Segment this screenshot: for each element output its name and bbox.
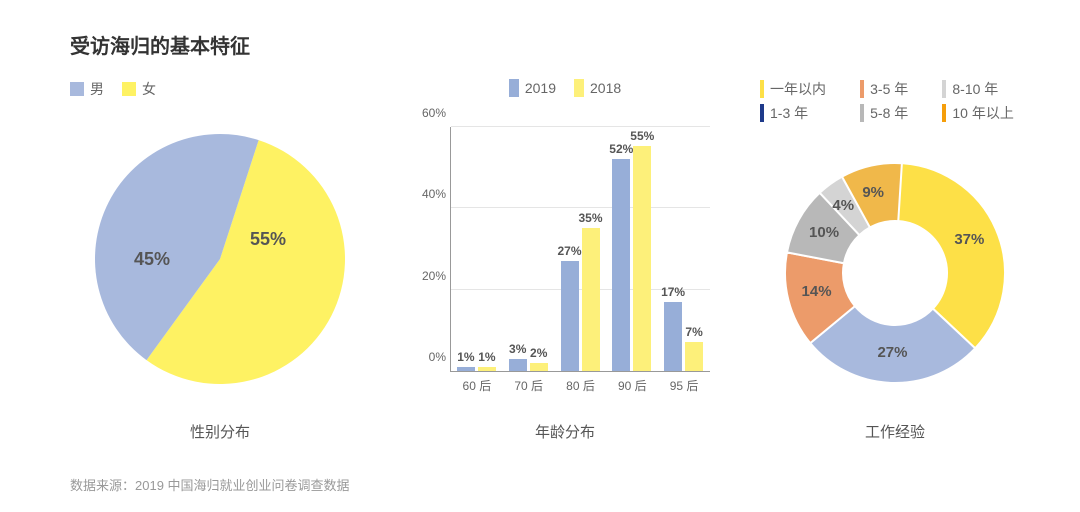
legend-item: 男 xyxy=(70,79,104,99)
x-tick: 95 后 xyxy=(670,377,699,394)
x-tick: 60 后 xyxy=(463,377,492,394)
bar-group: 17%7% xyxy=(664,302,703,371)
bar: 1% xyxy=(457,367,475,371)
gender-panel: 男女 45% 55% 性别分布 xyxy=(70,79,370,442)
y-tick: 0% xyxy=(429,350,446,364)
donut-label: 9% xyxy=(862,184,884,201)
pie-label-male: 45% xyxy=(134,249,170,270)
donut-label: 10% xyxy=(809,224,839,241)
pie-label-female: 55% xyxy=(250,229,286,250)
gender-caption: 性别分布 xyxy=(70,421,370,442)
bar-value: 52% xyxy=(609,142,633,156)
bar: 55% xyxy=(633,146,651,371)
x-tick: 80 后 xyxy=(566,377,595,394)
exp-legend: 一年以内 3-5 年 8-10 年 1-3 年 5-8 年 10 年以上 xyxy=(760,79,1030,123)
bar: 52% xyxy=(612,159,630,371)
bar-value: 3% xyxy=(509,342,526,356)
data-source: 数据来源：2019 中国海归就业创业问卷调查数据 xyxy=(70,475,350,494)
bar-group: 27%35% xyxy=(561,228,600,371)
bar-value: 1% xyxy=(457,350,474,364)
donut-label: 4% xyxy=(832,197,854,214)
gender-pie: 45% 55% xyxy=(80,119,360,399)
legend-item: 2018 xyxy=(574,79,621,97)
x-tick: 70 后 xyxy=(514,377,543,394)
bar: 3% xyxy=(509,359,527,371)
legend-item: 一年以内 xyxy=(760,79,842,99)
exp-donut: 37% 27% 14% 10% 4% 9% xyxy=(765,143,1025,403)
legend-item: 1-3 年 xyxy=(760,103,842,123)
y-tick: 60% xyxy=(422,106,446,120)
legend-item: 8-10 年 xyxy=(942,79,1030,99)
bar-value: 2% xyxy=(530,346,547,360)
legend-item: 3-5 年 xyxy=(860,79,924,99)
legend-item: 5-8 年 xyxy=(860,103,924,123)
donut-label: 37% xyxy=(954,231,984,248)
bar: 35% xyxy=(582,228,600,371)
bar-group: 3%2% xyxy=(509,359,548,371)
bar: 1% xyxy=(478,367,496,371)
bar-value: 17% xyxy=(661,285,685,299)
donut-label: 14% xyxy=(802,283,832,300)
bar: 7% xyxy=(685,342,703,371)
donut-slice xyxy=(895,163,1005,348)
legend-item: 女 xyxy=(122,79,156,99)
age-panel: 20192018 0%20%40%60%1%1%60 后3%2%70 后27%3… xyxy=(400,79,730,442)
x-tick: 90 后 xyxy=(618,377,647,394)
bar-group: 1%1% xyxy=(457,367,496,371)
exp-panel: 一年以内 3-5 年 8-10 年 1-3 年 5-8 年 10 年以上 37% 27% 14… xyxy=(760,79,1030,442)
bar-value: 7% xyxy=(685,325,702,339)
bar-value: 27% xyxy=(557,244,581,258)
bar-value: 35% xyxy=(578,211,602,225)
donut-label: 27% xyxy=(877,344,907,361)
y-tick: 20% xyxy=(422,269,446,283)
y-tick: 40% xyxy=(422,187,446,201)
legend-item: 10 年以上 xyxy=(942,103,1030,123)
exp-caption: 工作经验 xyxy=(760,421,1030,442)
page-title: 受访海归的基本特征 xyxy=(70,30,1030,59)
charts-row: 男女 45% 55% 性别分布 20192018 0%20%40%60%1%1%… xyxy=(70,79,1030,442)
bar-value: 1% xyxy=(478,350,495,364)
bar-value: 55% xyxy=(630,129,654,143)
bar: 17% xyxy=(664,302,682,371)
age-caption: 年龄分布 xyxy=(400,421,730,442)
bar: 27% xyxy=(561,261,579,371)
bar-group: 52%55% xyxy=(612,146,651,371)
legend-item: 2019 xyxy=(509,79,556,97)
age-bar-chart: 0%20%40%60%1%1%60 后3%2%70 后27%35%80 后52%… xyxy=(410,117,710,397)
age-legend: 2019 2018 xyxy=(400,79,730,97)
bar: 2% xyxy=(530,363,548,371)
gender-legend: 男女 xyxy=(70,79,370,99)
